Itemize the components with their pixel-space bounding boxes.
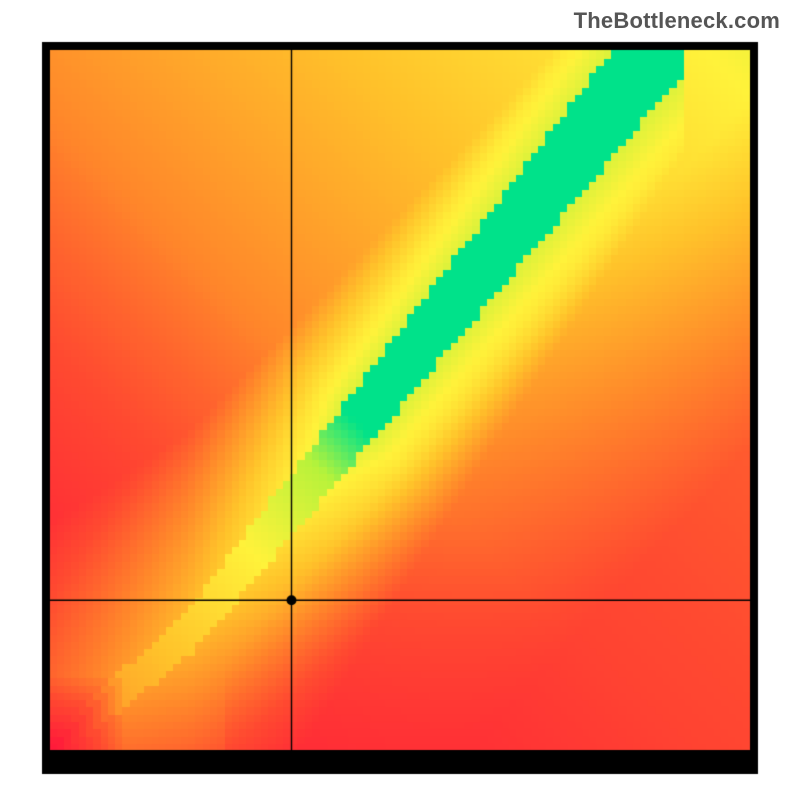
bottleneck-heatmap bbox=[0, 0, 800, 800]
watermark-text: TheBottleneck.com bbox=[574, 8, 780, 34]
chart-container: TheBottleneck.com bbox=[0, 0, 800, 800]
